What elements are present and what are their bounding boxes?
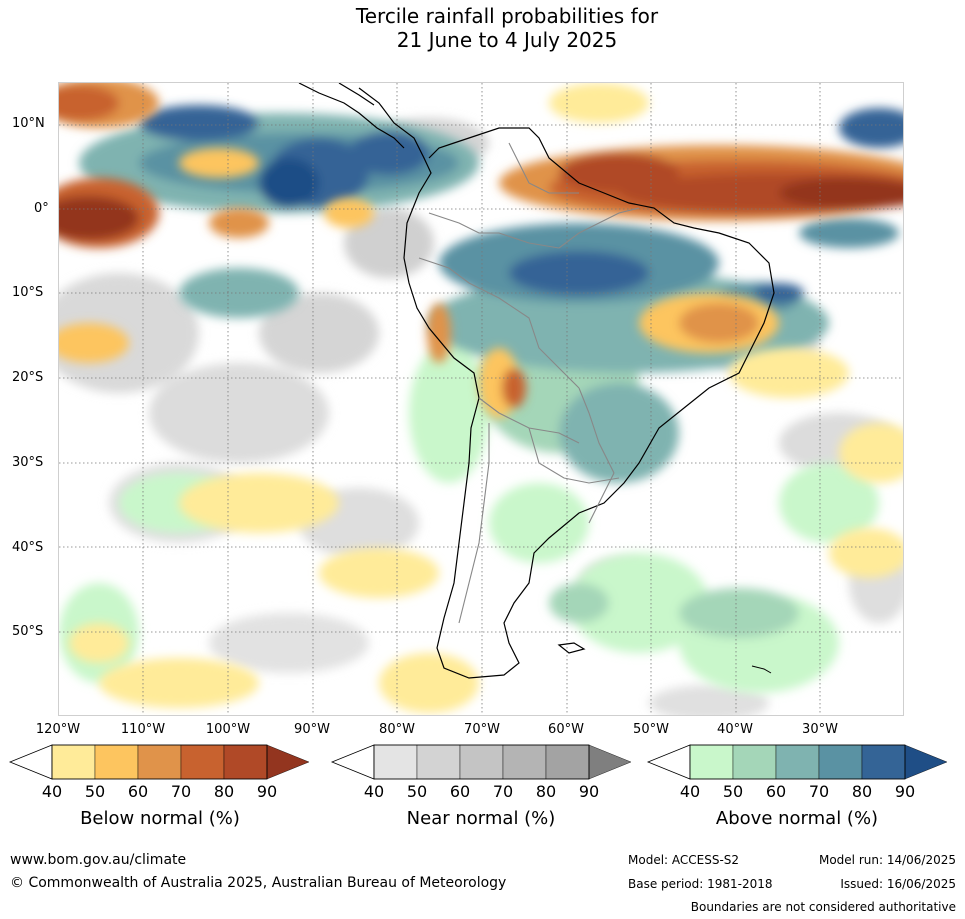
below-swatch-80 xyxy=(223,744,268,780)
tick-label: 80 xyxy=(535,782,557,801)
above-swatch-60 xyxy=(775,744,820,780)
tick-label: 60 xyxy=(449,782,471,801)
tick-label: 50 xyxy=(722,782,744,801)
lon-label-30w: 30°W xyxy=(802,722,838,737)
tick-label: 40 xyxy=(41,782,63,801)
lat-label-50s: 50°S xyxy=(12,624,44,639)
model-run-text: Model run: 14/06/2025 xyxy=(818,853,956,867)
above-swatch-40 xyxy=(689,744,734,780)
tick-label: 60 xyxy=(127,782,149,801)
above-normal-field xyxy=(59,105,903,693)
above-normal-title: Above normal (%) xyxy=(715,808,879,829)
tick-label: 60 xyxy=(765,782,787,801)
tick-label: 80 xyxy=(851,782,873,801)
below-swatch-60 xyxy=(137,744,182,780)
lat-label-30s: 30°S xyxy=(12,455,44,470)
lat-label-10s: 10°S xyxy=(12,285,44,300)
near-swatch-40 xyxy=(373,744,418,780)
near-normal-title: Near normal (%) xyxy=(406,808,556,829)
title-line-2: 21 June to 4 July 2025 xyxy=(396,28,618,52)
tick-label: 50 xyxy=(84,782,106,801)
lat-label-0: 0° xyxy=(34,201,49,216)
lon-label-110w: 110°W xyxy=(120,722,166,737)
below-swatch-40 xyxy=(51,744,96,780)
lon-label-40w: 40°W xyxy=(717,722,753,737)
lon-label-100w: 100°W xyxy=(205,722,251,737)
below-low-extension xyxy=(8,744,53,780)
near-low-extension xyxy=(330,744,375,780)
model-text: Model: ACCESS-S2 xyxy=(628,853,740,867)
map-canvas xyxy=(59,83,903,715)
issued-text: Issued: 16/06/2025 xyxy=(840,877,956,891)
above-swatch-50 xyxy=(732,744,777,780)
south-america-coastline xyxy=(358,87,775,679)
tick-label: 90 xyxy=(578,782,600,801)
tick-label: 40 xyxy=(363,782,385,801)
map-title: Tercile rainfall probabilities for 21 Ju… xyxy=(0,4,965,52)
lon-label-60w: 60°W xyxy=(548,722,584,737)
copyright-text: © Commonwealth of Australia 2025, Austra… xyxy=(10,875,507,891)
lat-label-10n: 10°N xyxy=(12,116,45,131)
near-swatch-80 xyxy=(545,744,590,780)
near-swatch-50 xyxy=(416,744,461,780)
falklands xyxy=(557,642,586,654)
below-swatch-90 xyxy=(266,744,310,780)
graticule xyxy=(59,83,903,715)
above-normal-colorbar xyxy=(646,744,948,780)
tick-label: 70 xyxy=(170,782,192,801)
below-normal-title: Below normal (%) xyxy=(80,808,240,829)
tick-label: 40 xyxy=(679,782,701,801)
lat-label-20s: 20°S xyxy=(12,370,44,385)
below-normal-field xyxy=(59,83,903,713)
tick-label: 90 xyxy=(256,782,278,801)
boundaries-note: Boundaries are not considered authoritat… xyxy=(690,900,956,914)
lon-label-90w: 90°W xyxy=(294,722,330,737)
lon-label-70w: 70°W xyxy=(464,722,500,737)
probability-map xyxy=(58,82,904,716)
below-normal-colorbar xyxy=(8,744,310,780)
lon-label-120w: 120°W xyxy=(35,722,81,737)
title-line-1: Tercile rainfall probabilities for xyxy=(355,4,659,28)
tick-label: 50 xyxy=(406,782,428,801)
above-low-extension xyxy=(646,744,691,780)
near-swatch-90 xyxy=(588,744,632,780)
below-swatch-50 xyxy=(94,744,139,780)
south-georgia xyxy=(751,665,772,674)
below-swatch-70 xyxy=(180,744,225,780)
tick-label: 70 xyxy=(808,782,830,801)
above-swatch-70 xyxy=(818,744,863,780)
website-text: www.bom.gov.au/climate xyxy=(10,852,187,868)
near-normal-colorbar xyxy=(330,744,632,780)
lon-label-50w: 50°W xyxy=(633,722,669,737)
lon-label-80w: 80°W xyxy=(379,722,415,737)
tick-label: 90 xyxy=(894,782,916,801)
above-swatch-80 xyxy=(861,744,906,780)
tick-label: 70 xyxy=(492,782,514,801)
lat-label-40s: 40°S xyxy=(12,540,44,555)
above-swatch-90 xyxy=(904,744,948,780)
near-swatch-70 xyxy=(502,744,547,780)
near-swatch-60 xyxy=(459,744,504,780)
base-period-text: Base period: 1981-2018 xyxy=(628,877,773,891)
central-america-coastline xyxy=(298,83,405,149)
country-boundaries xyxy=(418,142,640,624)
tick-label: 80 xyxy=(213,782,235,801)
